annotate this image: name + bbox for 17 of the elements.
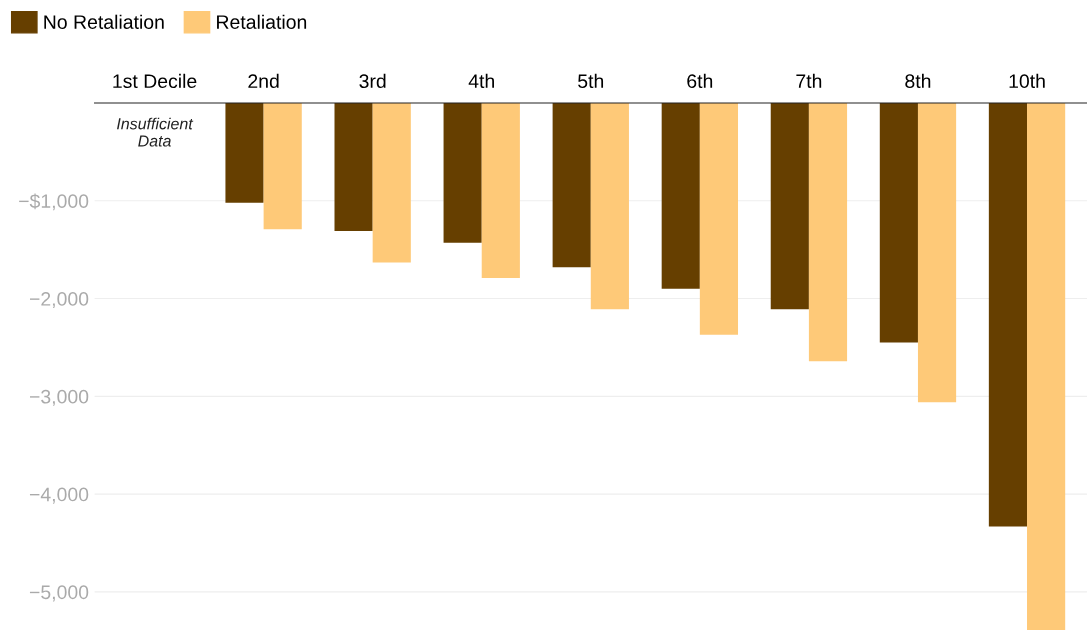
y-tick-label: −2,000 <box>29 292 89 309</box>
y-tick-label: −$1,000 <box>19 193 89 211</box>
y-tick-label: −3,000 <box>29 389 89 406</box>
annotation: Insufficient Data <box>117 117 194 147</box>
x-tick-label: 1st Decile <box>113 73 197 89</box>
y-tick-label: −5,000 <box>29 585 89 602</box>
y-tick-label: −4,000 <box>29 487 89 504</box>
x-tick-label: 3rd <box>359 73 386 89</box>
legend-label: No Retaliation <box>44 14 164 29</box>
x-tick-label: 8th <box>905 73 931 89</box>
x-tick-label: 6th <box>687 73 713 89</box>
x-tick-label: 10th <box>1009 73 1045 89</box>
x-tick-label: 7th <box>796 73 822 89</box>
legend-label: Retaliation <box>217 14 307 29</box>
x-tick-label: 5th <box>578 73 604 89</box>
x-tick-label: 2nd <box>248 73 279 89</box>
x-tick-label: 4th <box>468 73 494 89</box>
